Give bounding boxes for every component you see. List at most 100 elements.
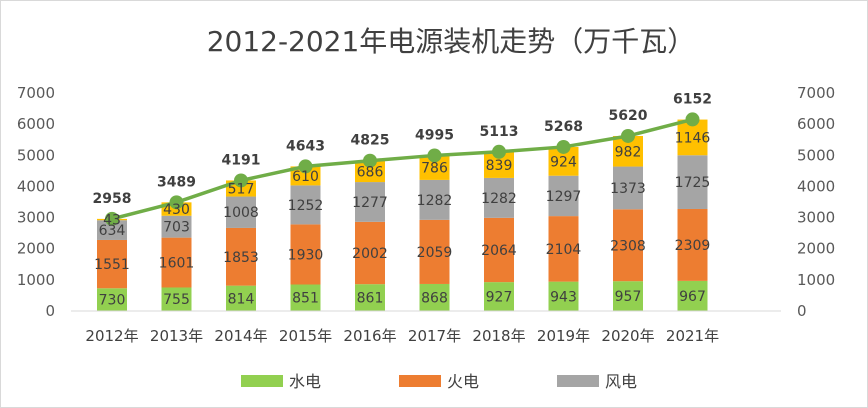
segment-label-0-2: 814: [228, 291, 255, 307]
bar-segment-1-4: [355, 221, 385, 285]
y-left-tick-3: 3000: [17, 209, 55, 227]
x-tick-2: 2014年: [214, 327, 267, 345]
segment-label-1-2: 1853: [223, 250, 259, 266]
total-label-3: 4643: [286, 138, 325, 154]
bar-segment-2-0: [97, 220, 127, 240]
x-tick-0: 2012年: [85, 327, 138, 345]
segment-label-0-3: 851: [292, 291, 319, 307]
segment-label-1-0: 1551: [94, 257, 130, 273]
bar-segment-0-5: [419, 283, 450, 311]
segment-label-2-2: 1008: [223, 205, 259, 221]
y-left-tick-7: 7000: [17, 84, 55, 102]
total-label-0: 2958: [93, 191, 132, 207]
bar-segment-0-9: [677, 280, 708, 311]
y-right-tick-3: 3000: [797, 209, 835, 227]
bar-segment-1-3: [290, 224, 321, 285]
segment-label-3-0: 43: [103, 213, 121, 229]
total-label-6: 5113: [480, 124, 519, 140]
segment-label-2-0: 634: [99, 223, 126, 239]
total-label-7: 5268: [544, 119, 583, 135]
bar-segment-1-7: [548, 216, 579, 282]
segment-label-3-6: 839: [486, 158, 513, 174]
total-label-4: 4825: [351, 133, 390, 149]
segment-label-3-1: 430: [163, 202, 190, 218]
bar-segment-3-4: [355, 160, 385, 183]
x-tick-1: 2013年: [150, 327, 203, 345]
x-tick-9: 2021年: [666, 327, 719, 345]
legend-label-1: 火电: [447, 372, 479, 391]
x-tick-7: 2019年: [537, 327, 590, 345]
segment-label-3-2: 517: [228, 181, 255, 197]
bar-segment-2-6: [484, 177, 514, 218]
y-left-tick-1: 1000: [17, 271, 55, 289]
y-left-tick-0: 0: [45, 302, 55, 320]
segment-label-2-1: 703: [163, 220, 190, 236]
bar-segment-2-4: [355, 182, 385, 222]
y-right-tick-0: 0: [797, 302, 807, 320]
y-left-tick-6: 6000: [17, 115, 55, 133]
segment-label-1-3: 1930: [288, 247, 324, 263]
bar-segment-2-2: [226, 196, 256, 228]
bar-segment-1-9: [677, 208, 708, 281]
legend: 水电 火电 风电: [241, 372, 637, 391]
segment-label-2-7: 1297: [546, 189, 582, 205]
x-tick-3: 2015年: [279, 327, 332, 345]
bar-segment-1-2: [226, 227, 256, 286]
total-point-3: [298, 159, 313, 174]
bar-segment-0-8: [613, 281, 643, 311]
bar-segment-0-7: [548, 281, 579, 311]
y-left-tick-5: 5000: [17, 146, 55, 164]
segment-label-1-4: 2002: [352, 246, 388, 262]
bar-segment-2-7: [548, 175, 579, 217]
segment-label-3-5: 786: [421, 161, 448, 177]
total-point-7: [556, 139, 571, 154]
axes-group: 0 1000 2000 3000 4000 5000 6000 7000 0 1000 2000 30…: [17, 84, 835, 345]
total-point-6: [492, 144, 506, 159]
bars-group: [97, 119, 708, 311]
legend-swatch-1: [399, 375, 441, 387]
legend-swatch-0: [241, 375, 283, 387]
x-tick-6: 2018年: [472, 327, 525, 345]
bar-segment-1-1: [161, 237, 192, 288]
y-right-tick-2: 2000: [797, 240, 835, 258]
segment-label-0-6: 927: [486, 290, 513, 306]
y-right-tick-7: 7000: [797, 84, 835, 102]
total-point-1: [169, 195, 184, 210]
segment-label-2-5: 1282: [417, 193, 453, 209]
x-tick-4: 2016年: [343, 327, 396, 345]
segment-label-3-8: 982: [615, 144, 642, 160]
y-right-tick-6: 6000: [797, 115, 835, 133]
segment-label-1-7: 2104: [546, 242, 582, 258]
bar-segment-2-1: [161, 215, 192, 238]
segment-label-2-9: 1725: [675, 175, 711, 191]
x-tick-5: 2017年: [408, 327, 461, 345]
bar-segment-0-2: [226, 285, 256, 311]
legend-swatch-2: [557, 375, 599, 387]
total-point-8: [621, 128, 635, 143]
total-label-2: 4191: [222, 152, 261, 168]
segment-label-0-4: 861: [357, 291, 384, 307]
bar-segment-3-3: [290, 166, 321, 186]
segment-label-0-5: 868: [421, 290, 448, 306]
total-point-9: [685, 112, 700, 127]
total-line-group: [105, 112, 700, 226]
legend-label-0: 水电: [289, 372, 321, 391]
bar-segment-1-0: [97, 239, 127, 289]
segment-label-1-1: 1601: [159, 256, 195, 272]
y-right-tick-5: 5000: [797, 146, 835, 164]
total-label-5: 4995: [415, 127, 454, 143]
total-line: [111, 117, 693, 221]
bar-segment-2-8: [613, 166, 643, 210]
total-point-5: [427, 148, 442, 163]
segment-label-3-3: 610: [292, 169, 319, 185]
segment-label-2-4: 1277: [352, 195, 388, 211]
segment-label-0-1: 755: [163, 292, 190, 308]
segment-label-1-6: 2064: [481, 243, 517, 259]
bar-segment-1-6: [484, 217, 514, 283]
legend-label-2: 风电: [605, 372, 637, 391]
total-point-4: [363, 153, 377, 168]
y-left-tick-2: 2000: [17, 240, 55, 258]
